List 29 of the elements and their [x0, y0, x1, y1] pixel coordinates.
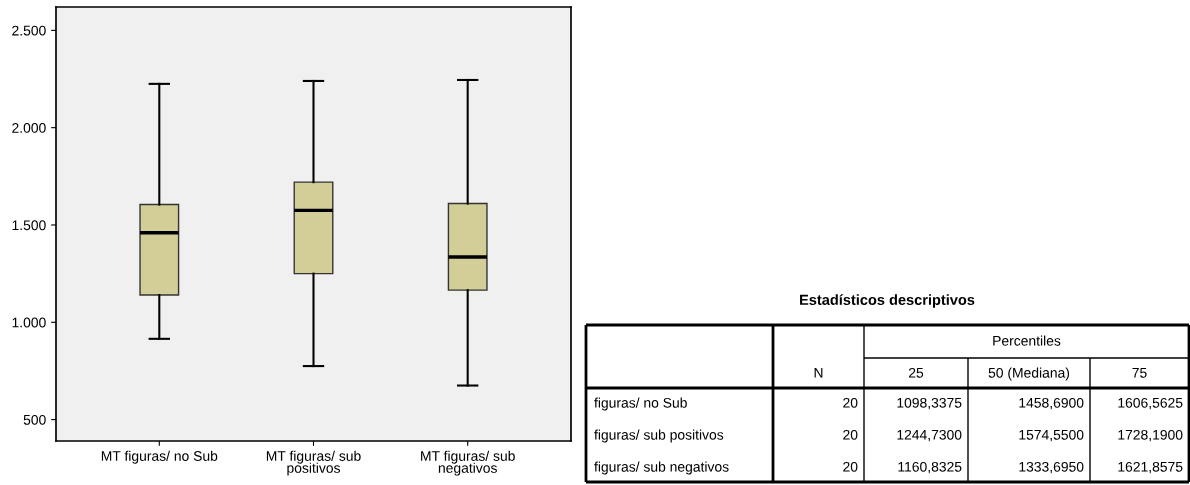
text: 1728,1900 — [1118, 429, 1183, 442]
y-tick-label: 2.000 — [12, 123, 46, 133]
text: 1458,6900 — [1019, 397, 1084, 410]
x-tick-label: MT figuras/ sub negativos — [421, 450, 515, 476]
text: 75 — [1132, 368, 1147, 378]
text: Percentiles — [993, 335, 1061, 346]
text: N — [814, 368, 823, 378]
text: figuras/ sub negativos — [594, 461, 729, 475]
y-tick-label: 1.000 — [12, 317, 46, 328]
y-tick-label: 1.500 — [12, 220, 46, 231]
text: 1098,3375 — [897, 397, 962, 410]
text: 20 — [843, 397, 858, 408]
text: Estadísticos descriptivos — [800, 294, 975, 308]
text: 20 — [843, 429, 858, 440]
text: 1606,5625 — [1118, 397, 1183, 410]
text: figuras/ no Sub — [594, 397, 687, 411]
text: 50 (Mediana) — [988, 367, 1070, 381]
text: 25 — [908, 367, 924, 378]
text: figuras/ sub positivos — [594, 429, 724, 443]
text: 1621,8575 — [1118, 461, 1183, 474]
text: 1244,7300 — [897, 429, 962, 442]
text: 20 — [843, 461, 858, 472]
x-tick-label: MT figuras/ sub positivos — [266, 450, 361, 476]
text: 1160,8325 — [898, 461, 962, 474]
text: 1333,6950 — [1019, 461, 1084, 474]
x-tick-label: MT figuras/ no Sub — [101, 450, 218, 464]
text: 1574,5500 — [1019, 429, 1084, 442]
y-tick-label: 500 — [23, 414, 46, 425]
y-tick-label: 2.500 — [12, 25, 46, 36]
